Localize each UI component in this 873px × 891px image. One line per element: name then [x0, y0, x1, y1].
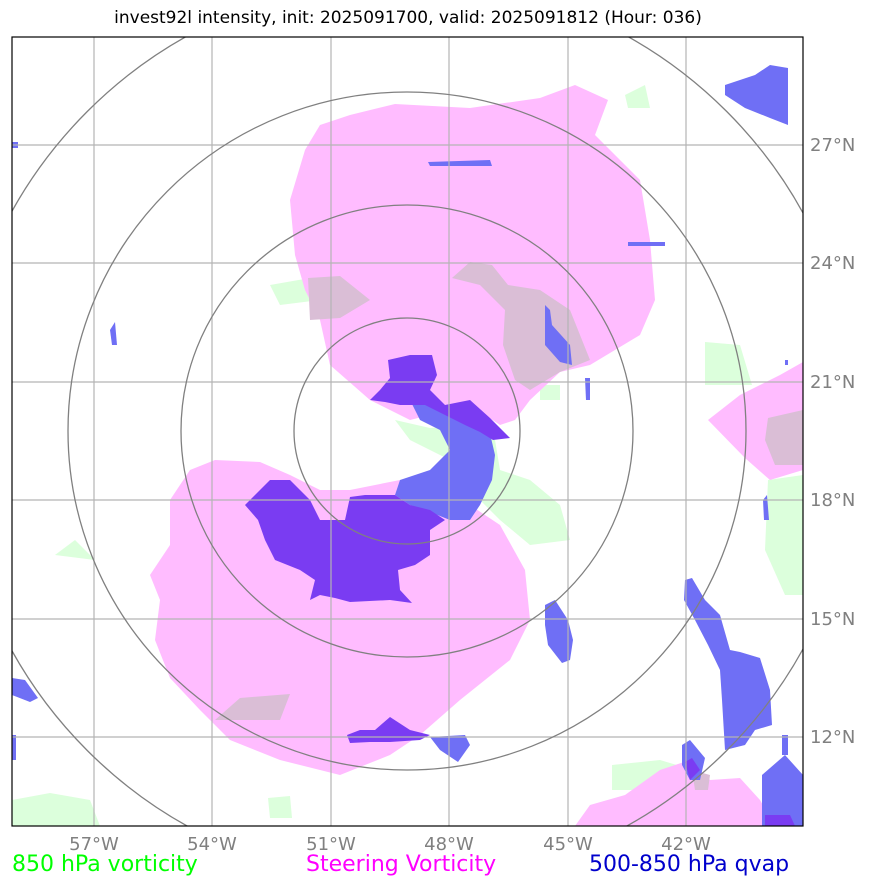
overlap-patch	[765, 410, 803, 465]
qvap-patch	[545, 600, 573, 663]
qvap-patch	[585, 378, 590, 400]
purple-patch	[245, 480, 445, 603]
overlap-patch	[308, 276, 370, 320]
qvap-patch	[725, 65, 788, 125]
qvap-patch	[428, 160, 492, 166]
lon-tick-label: 42°W	[661, 834, 711, 855]
lon-tick-labels: 57°W 54°W 51°W 48°W 45°W 42°W	[69, 834, 711, 855]
lat-tick-label: 27°N	[810, 135, 855, 156]
map-frame	[11, 36, 804, 827]
lat-tick-labels: 27°N 24°N 21°N 18°N 15°N 12°N	[810, 135, 855, 748]
lon-tick-label: 45°W	[543, 834, 593, 855]
qvap-patch	[395, 400, 495, 520]
map-plot-area	[12, 37, 803, 826]
green-patch	[765, 475, 803, 595]
lon-tick-label: 48°W	[424, 834, 474, 855]
range-ring	[180, 204, 634, 658]
qvap-patch	[12, 735, 16, 760]
magenta-patch	[575, 760, 775, 826]
range-ring	[293, 317, 521, 545]
lat-tick-label: 12°N	[810, 727, 855, 748]
green-patch	[268, 796, 292, 818]
green-patch	[540, 385, 560, 400]
overlap-patch	[215, 694, 290, 720]
legend-850-vorticity: 850 hPa vorticity	[12, 852, 198, 877]
map-title: invest92l intensity, init: 2025091700, v…	[114, 8, 702, 28]
overlap-patch	[452, 262, 590, 390]
lat-tick-label: 18°N	[810, 490, 855, 511]
purple-patch	[765, 815, 795, 826]
legend-qvap: 500-850 hPa qvap	[589, 852, 790, 877]
green-patch	[55, 540, 95, 560]
lat-tick-label: 24°N	[810, 253, 855, 274]
green-patch	[12, 793, 100, 826]
lon-tick-label: 54°W	[187, 834, 237, 855]
graticule	[12, 37, 803, 826]
green-patch	[625, 85, 650, 108]
legend-steering-vorticity: Steering Vorticity	[306, 852, 497, 877]
purple-patch	[685, 758, 700, 780]
green-patch	[705, 342, 752, 385]
qvap-patch	[12, 678, 38, 702]
range-ring	[67, 91, 747, 771]
lat-tick-label: 15°N	[810, 609, 855, 630]
lat-tick-label: 21°N	[810, 372, 855, 393]
qvap-patch	[785, 360, 788, 365]
lon-tick-label: 57°W	[69, 834, 119, 855]
qvap-patch	[684, 578, 772, 750]
qvap-patch	[762, 755, 803, 826]
qvap-patch	[782, 735, 788, 755]
qvap-patch	[110, 322, 117, 345]
qvap-patch	[763, 495, 769, 520]
qvap-patch	[430, 735, 470, 762]
qvap-patch	[628, 242, 665, 246]
overlap-layer	[215, 262, 803, 790]
lon-tick-label: 51°W	[306, 834, 356, 855]
magenta-patch	[290, 85, 655, 425]
magenta-patch	[150, 460, 530, 775]
qvap-patch	[545, 305, 572, 365]
range-rings	[12, 37, 803, 826]
qvap-layer	[12, 65, 803, 826]
purple-patch	[370, 355, 510, 440]
